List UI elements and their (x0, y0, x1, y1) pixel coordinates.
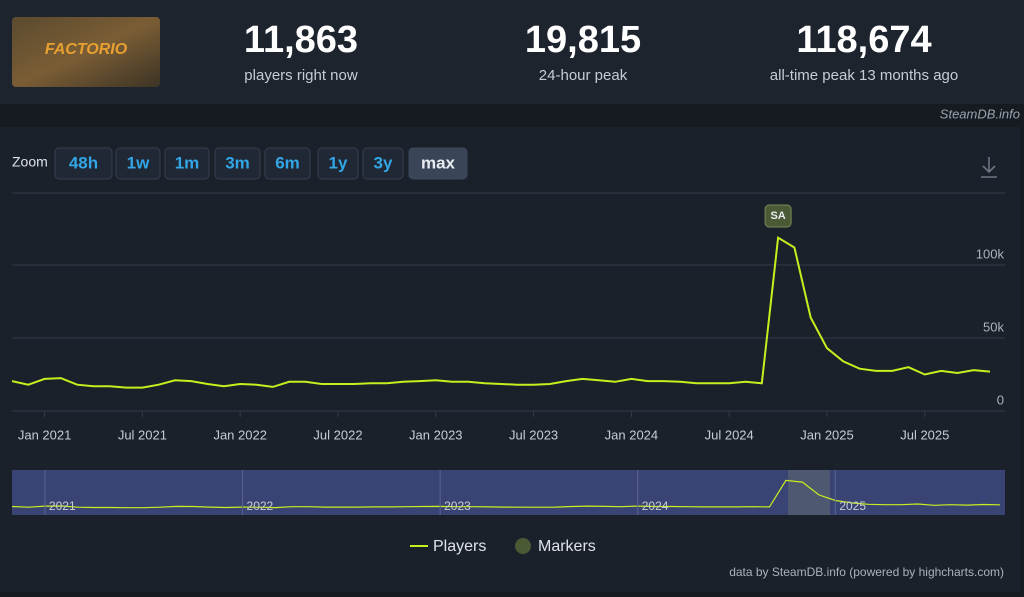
legend-label[interactable]: Players (433, 538, 486, 555)
navigator-highlight (788, 470, 830, 515)
credits: data by SteamDB.info (powered by highcha… (729, 565, 1004, 579)
zoom-button-label[interactable]: 48h (69, 153, 98, 172)
y-tick-label: 0 (997, 392, 1004, 407)
zoom-button-label[interactable]: 3m (225, 153, 250, 172)
zoom-button-label[interactable]: 3y (374, 153, 393, 172)
y-tick-label: 50k (983, 319, 1004, 334)
marker-label: SA (770, 210, 785, 222)
logo-text: FACTORIO (45, 41, 128, 58)
zoom-button-label[interactable]: 6m (275, 153, 300, 172)
zoom-button-label[interactable]: 1m (175, 153, 200, 172)
header-panel (0, 0, 1024, 104)
stat-label: 24-hour peak (539, 67, 628, 84)
zoom-button[interactable] (317, 147, 359, 180)
x-tick-label: Jan 2021 (18, 427, 72, 442)
zoom-button-label[interactable]: 1y (329, 153, 348, 172)
x-tick-label: Jul 2022 (313, 427, 362, 442)
x-tick-label: Jul 2024 (705, 427, 754, 442)
download-icon[interactable] (981, 157, 997, 178)
navigator-label: 2024 (642, 499, 669, 513)
x-tick-label: Jan 2025 (800, 427, 854, 442)
legend-swatch (515, 538, 531, 554)
x-tick-label: Jul 2025 (900, 427, 949, 442)
zoom-button[interactable] (362, 147, 404, 180)
navigator-label: 2022 (247, 499, 274, 513)
x-tick-label: Jul 2021 (118, 427, 167, 442)
zoom-button[interactable] (115, 147, 161, 180)
stat-value: 19,815 (525, 19, 641, 61)
legend-label[interactable]: Markers (538, 538, 596, 555)
stat-label: all-time peak 13 months ago (770, 67, 958, 84)
zoom-button[interactable] (214, 147, 261, 180)
x-tick-label: Jan 2023 (409, 427, 463, 442)
zoom-label: Zoom (12, 154, 48, 170)
stat-value: 118,674 (796, 19, 931, 61)
stat-label: players right now (244, 67, 358, 84)
marker-flag (764, 204, 792, 228)
y-tick-label: 100k (976, 246, 1005, 261)
navigator-label: 2025 (839, 499, 866, 513)
series-line (11, 236, 991, 389)
zoom-button[interactable] (54, 147, 113, 180)
x-tick-label: Jan 2024 (605, 427, 659, 442)
zoom-button[interactable] (408, 147, 468, 180)
zoom-button[interactable] (264, 147, 311, 180)
game-image (12, 17, 160, 87)
zoom-button[interactable] (164, 147, 210, 180)
navigator-label: 2021 (49, 499, 76, 513)
stat-value: 11,863 (244, 19, 358, 61)
x-tick-label: Jul 2023 (509, 427, 558, 442)
zoom-button-label[interactable]: max (421, 153, 456, 172)
navigator-label: 2023 (444, 499, 471, 513)
watermark: SteamDB.info (940, 106, 1020, 121)
x-tick-label: Jan 2022 (213, 427, 267, 442)
zoom-button-label[interactable]: 1w (127, 153, 150, 172)
chart-panel (0, 127, 1020, 592)
